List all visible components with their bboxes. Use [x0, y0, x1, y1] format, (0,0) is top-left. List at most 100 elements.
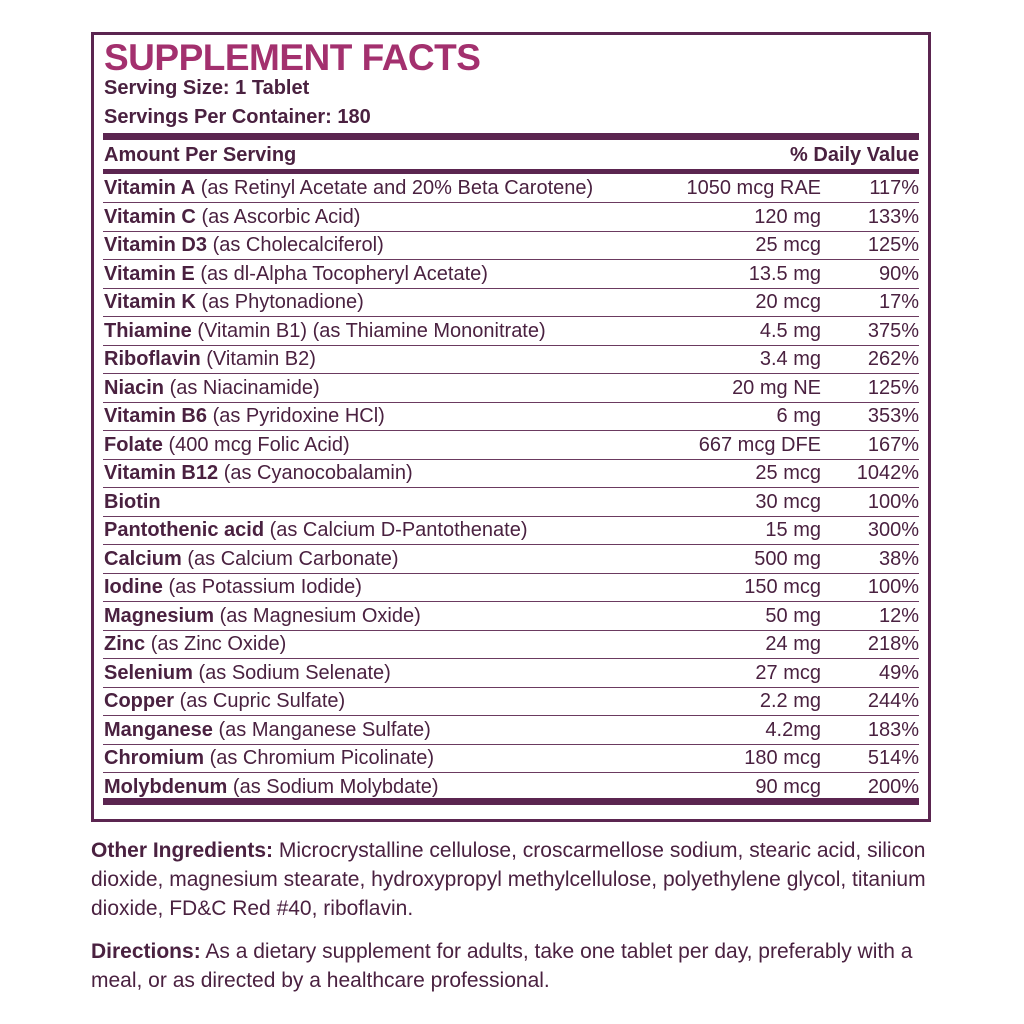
amount: 30 mcg: [755, 490, 821, 513]
nutrient-row: Vitamin B6 (as Pyridoxine HCl) 6 mg 353%: [103, 402, 919, 431]
divider: [103, 798, 919, 805]
notes: Other Ingredients: Microcrystalline cell…: [91, 836, 931, 1009]
nutrient-name: Thiamine: [104, 319, 192, 342]
amount: 1050 mcg RAE: [686, 177, 821, 199]
amount: 27 mcg: [755, 661, 821, 684]
amount: 13.5 mg: [748, 262, 821, 285]
nutrient: Vitamin B12 (as Cyanocobalamin): [104, 459, 413, 487]
nutrient-name: Vitamin A: [104, 177, 196, 199]
amount: 24 mg: [765, 633, 821, 655]
nutrient-source: (as Retinyl Acetate and 20% Beta Caroten…: [200, 177, 594, 199]
note-text: As a dietary supplement for adults, take…: [91, 940, 913, 992]
amount: 4.2mg: [765, 718, 821, 741]
nutrient-source: (as Magnesium Oxide): [219, 604, 421, 627]
daily-value: 12%: [878, 604, 919, 627]
nutrient-source: (as Ascorbic Acid): [201, 205, 361, 228]
nutrient-row: Vitamin B12 (as Cyanocobalamin) 25 mcg 104…: [103, 459, 919, 488]
nutrient-source: (as Cyanocobalamin): [223, 462, 413, 484]
nutrient: Copper (as Cupric Sulfate): [104, 687, 345, 715]
nutrient-source: (as Potassium Iodide): [168, 576, 362, 598]
amount: 3.4 mg: [759, 348, 821, 370]
amount: 25 mcg: [755, 234, 821, 256]
nutrient-source: (as Manganese Sulfate): [218, 718, 431, 741]
nutrient-row: Thiamine (Vitamin B1) (as Thiamine Monon…: [103, 317, 919, 346]
nutrient: Riboflavin (Vitamin B2): [104, 345, 316, 373]
nutrient-row: Pantothenic acid (as Calcium D-Pantothen…: [103, 516, 919, 545]
nutrient-name: Vitamin B12: [104, 462, 219, 484]
nutrient: Magnesium (as Magnesium Oxide): [104, 602, 421, 630]
nutrient-row: Molybdenum (as Sodium Molybdate) 90 mcg 20…: [103, 773, 919, 801]
nutrient-row: Vitamin A (as Retinyl Acetate and 20% Be…: [103, 174, 919, 203]
daily-value: 262%: [867, 348, 919, 370]
nutrient-source: (as Sodium Molybdate): [232, 775, 439, 798]
daily-value: 133%: [867, 205, 919, 228]
amount: 150 mcg: [744, 576, 821, 598]
nutrient-source: (as Cholecalciferol): [212, 234, 384, 256]
note: Other Ingredients: Microcrystalline cell…: [91, 836, 931, 923]
nutrient-source: (as Calcium Carbonate): [187, 547, 399, 570]
nutrient-row: Magnesium (as Magnesium Oxide) 50 mg 12%: [103, 602, 919, 631]
nutrient: Calcium (as Calcium Carbonate): [104, 545, 399, 573]
note-text: Microcrystalline cellulose, croscarmello…: [91, 839, 926, 920]
nutrient-source: (as Pyridoxine HCl): [212, 405, 385, 427]
amount: 20 mg NE: [732, 376, 821, 399]
nutrient-name: Iodine: [104, 576, 163, 598]
amount: 25 mcg: [755, 462, 821, 484]
daily-value: 125%: [867, 376, 919, 399]
nutrient: Biotin: [104, 488, 161, 516]
amount: 2.2 mg: [759, 690, 821, 712]
daily-value: 218%: [867, 633, 919, 655]
nutrient: Vitamin D3 (as Cholecalciferol): [104, 231, 384, 259]
nutrient-source: (as dl-Alpha Tocopheryl Acetate): [200, 262, 488, 285]
facts-panel: SUPPLEMENT FACTS Serving Size: 1 Tablet …: [91, 32, 931, 822]
nutrient-row: Zinc (as Zinc Oxide) 24 mg 218%: [103, 630, 919, 659]
nutrient-name: Vitamin K: [104, 291, 196, 313]
nutrient-row: Niacin (as Niacinamide) 20 mg NE 125%: [103, 374, 919, 403]
nutrient-row: Vitamin D3 (as Cholecalciferol) 25 mcg 125…: [103, 231, 919, 260]
nutrient-name: Zinc: [104, 633, 146, 655]
nutrient-row: Chromium (as Chromium Picolinate) 180 mcg…: [103, 744, 919, 773]
nutrient: Vitamin A (as Retinyl Acetate and 20% Be…: [104, 174, 593, 202]
nutrient-name: Molybdenum: [104, 775, 228, 798]
nutrient-row: Iodine (as Potassium Iodide) 150 mcg 100%: [103, 573, 919, 602]
note-label: Other Ingredients:: [91, 839, 274, 862]
note-label: Directions:: [91, 940, 201, 963]
nutrient: Pantothenic acid (as Calcium D-Pantothen…: [104, 516, 527, 544]
divider: [103, 169, 919, 174]
note: Directions: As a dietary supplement for …: [91, 937, 931, 995]
daily-value: 117%: [869, 177, 919, 199]
nutrient: Chromium (as Chromium Picolinate): [104, 744, 434, 772]
nutrient: Vitamin C (as Ascorbic Acid): [104, 203, 360, 231]
amount: 120 mg: [754, 205, 821, 228]
serving-size: Serving Size: 1 Tablet: [104, 77, 310, 99]
daily-value: 38%: [878, 547, 919, 570]
nutrient: Niacin (as Niacinamide): [104, 374, 320, 402]
nutrient-name: Calcium: [104, 547, 182, 570]
divider: [103, 133, 919, 140]
nutrient-row: Folate (400 mcg Folic Acid) 667 mcg DFE 16…: [103, 431, 919, 460]
nutrient-name: Magnesium: [104, 604, 215, 627]
amount: 4.5 mg: [759, 319, 821, 342]
daily-value: 1042%: [856, 462, 919, 484]
nutrient: Vitamin K (as Phytonadione): [104, 288, 364, 316]
nutrient-source: (as Niacinamide): [169, 376, 320, 399]
column-header: % Daily Value: [790, 144, 919, 166]
nutrient-source: (Vitamin B2): [206, 348, 316, 370]
daily-value: 90%: [878, 262, 919, 285]
nutrient-name: Biotin: [104, 490, 161, 513]
nutrient-row: Vitamin E (as dl-Alpha Tocopheryl Acetat…: [103, 260, 919, 289]
amount: 6 mg: [776, 405, 821, 427]
amount: 20 mcg: [755, 291, 821, 313]
nutrient: Iodine (as Potassium Iodide): [104, 573, 362, 601]
title: SUPPLEMENT FACTS: [104, 37, 481, 78]
nutrient-name: Manganese: [104, 718, 213, 741]
daily-value: 17%: [878, 291, 919, 313]
nutrient-row: Vitamin K (as Phytonadione) 20 mcg 17%: [103, 288, 919, 317]
nutrient: Thiamine (Vitamin B1) (as Thiamine Monon…: [104, 317, 546, 345]
nutrient-source: (as Chromium Picolinate): [209, 747, 435, 769]
nutrient-name: Vitamin C: [104, 205, 196, 228]
nutrient-row: Riboflavin (Vitamin B2) 3.4 mg 262%: [103, 345, 919, 374]
daily-value: 167%: [867, 433, 919, 456]
nutrient-name: Copper: [104, 690, 174, 712]
